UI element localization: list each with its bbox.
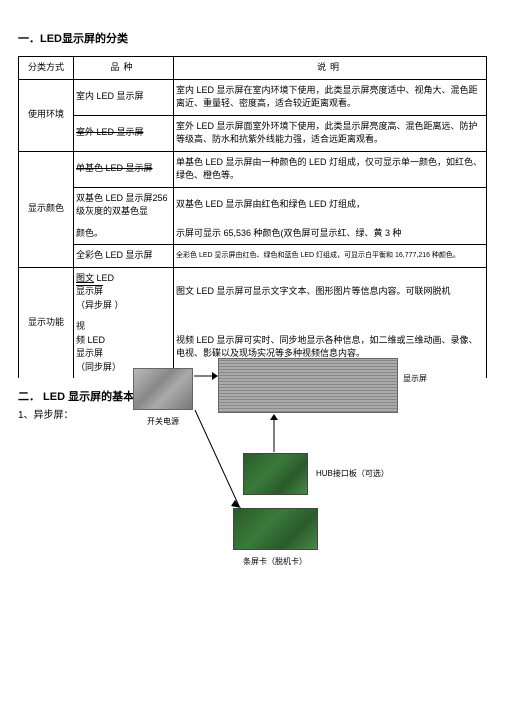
psu-label: 开关电源 xyxy=(138,416,188,427)
kind-cell: 双基色 LED 显示屏256 级灰度的双基色显 xyxy=(74,187,174,223)
section-1-title: 一．LED显示屏的分类 xyxy=(18,30,487,46)
table-row: 颜色。 示屏可显示 65,536 种颜色(双色屏可显示红、绿、黄 3 种 xyxy=(19,223,487,245)
desc-cell: 全彩色 LED 显示屏由红色、绿色和蓝色 LED 灯组成，可显示白平衡和 16,… xyxy=(174,245,487,268)
header-method: 分类方式 xyxy=(19,57,74,80)
diagram-area: 二． LED 显示屏的基本构成 1、异步屏： 开关电源 显示屏 HUB接口板（可… xyxy=(18,368,487,568)
cat-usage: 使用环境 xyxy=(19,79,74,151)
desc-cell: 室内 LED 显示屏在室内环境下使用，此类显示屏亮度适中、视角大、混色距离近、重… xyxy=(174,79,487,115)
kind-cell: 图文 LED 显示屏（异步屏 ） xyxy=(74,267,174,316)
psu-photo xyxy=(133,368,193,410)
desc-cell: 室外 LED 显示屏面室外环境下使用，此类显示屏亮度高、混色距离远、防护等级高、… xyxy=(174,115,487,151)
header-desc: 说明 xyxy=(174,57,487,80)
controller-label: 条屏卡（脱机卡） xyxy=(240,556,310,567)
desc-cell: 双基色 LED 显示屏由红色和绿色 LED 灯组成， xyxy=(174,187,487,223)
cat-func: 显示功能 xyxy=(19,267,74,378)
kind-cell: 室内 LED 显示屏 xyxy=(74,79,174,115)
table-row: 双基色 LED 显示屏256 级灰度的双基色显 双基色 LED 显示屏由红色和绿… xyxy=(19,187,487,223)
kind-cell: 单基色 LED 显示屏 xyxy=(74,151,174,187)
table-row: 显示功能 图文 LED 显示屏（异步屏 ） 图文 LED 显示屏可显示文字文本、… xyxy=(19,267,487,316)
cat-color: 显示颜色 xyxy=(19,151,74,267)
table-row: 全彩色 LED 显示屏 全彩色 LED 显示屏由红色、绿色和蓝色 LED 灯组成… xyxy=(19,245,487,268)
subheading-async: 1、异步屏： xyxy=(18,406,74,421)
classification-table: 分类方式 品种 说明 使用环境 室内 LED 显示屏 室内 LED 显示屏在室内… xyxy=(18,56,487,378)
table-row: 显示颜色 单基色 LED 显示屏 单基色 LED 显示屏由一种颜色的 LED 灯… xyxy=(19,151,487,187)
hub-board-photo xyxy=(243,453,308,495)
panel-photo xyxy=(218,358,398,413)
arrow-icon xyxy=(194,370,218,382)
desc-cell: 示屏可显示 65,536 种颜色(双色屏可显示红、绿、黄 3 种 xyxy=(174,223,487,245)
table-row: 使用环境 室内 LED 显示屏 室内 LED 显示屏在室内环境下使用，此类显示屏… xyxy=(19,79,487,115)
hub-label: HUB接口板（可选） xyxy=(316,468,389,479)
table-row: 室外 LED 显示屏 室外 LED 显示屏面室外环境下使用，此类显示屏亮度高、混… xyxy=(19,115,487,151)
kind-cell: 颜色。 xyxy=(74,223,174,245)
controller-photo xyxy=(233,508,318,550)
panel-label: 显示屏 xyxy=(403,373,427,384)
desc-cell: 图文 LED 显示屏可显示文字文本、图形图片等信息内容。可联网脱机 xyxy=(174,267,487,316)
header-kind: 品种 xyxy=(74,57,174,80)
table-header-row: 分类方式 品种 说明 xyxy=(19,57,487,80)
kind-cell: 全彩色 LED 显示屏 xyxy=(74,245,174,268)
desc-cell: 单基色 LED 显示屏由一种颜色的 LED 灯组成，仅可显示单一颜色，如红色、绿… xyxy=(174,151,487,187)
arrow-icon xyxy=(268,414,280,452)
kind-cell: 室外 LED 显示屏 xyxy=(74,115,174,151)
arrow-icon xyxy=(193,408,241,508)
